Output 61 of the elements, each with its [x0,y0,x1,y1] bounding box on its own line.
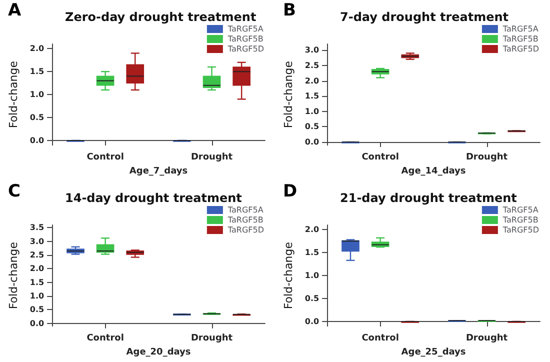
y-tick-label: 2.0 [30,264,45,274]
y-tick-label: 2.0 [304,225,320,234]
y-axis-title: Fold-change [7,60,20,128]
x-axis-title: Age_7_days [129,166,188,176]
y-tick-label: 1.5 [30,278,45,287]
x-tick-label: Control [362,334,399,344]
y-tick-label: 1.0 [30,90,45,100]
y-tick-label: 1.5 [30,67,45,76]
text: D [283,182,298,202]
y-axis-title: Fold-change [282,60,295,128]
y-tick-label: 1.0 [304,271,320,280]
x-tick-label: Control [86,152,124,163]
y-tick-label: 0.5 [304,122,320,132]
legend-label: TaRGF5A [226,24,264,34]
y-tick-label: 1.0 [304,106,320,116]
y-tick-label: 1.0 [30,292,45,301]
legend-label: TaRGF5B [226,216,264,224]
y-tick-label: 0.0 [304,138,320,147]
y-tick-label: 0.0 [304,317,320,326]
y-tick-label: 2.0 [304,76,320,86]
chart-title: 21-day drought treatment [340,191,518,205]
x-tick-label: Control [362,152,399,163]
y-tick-label: 2.5 [304,60,320,70]
x-tick-label: Drought [190,334,234,344]
x-tick-label: Control [86,334,124,344]
legend-label: TaRGF5D [226,226,264,234]
x-tick-label: Drought [466,152,508,163]
x-axis-title: Age_20_days [126,348,191,358]
x-axis-title: Age_25_days [401,348,466,358]
y-tick-label: 0.5 [30,305,45,314]
x-axis-title: Age_14_days [401,166,466,176]
x-tick-label: Drought [466,334,508,344]
y-axis-title: Fold-change [7,242,20,310]
legend-label: TaRGF5A [502,206,539,214]
legend-label: TaRGF5B [226,34,264,44]
y-tick-label: 0.0 [30,318,45,328]
y-tick-label: 1.5 [304,92,320,101]
chart-title: Zero-day drought treatment [65,10,256,24]
y-tick-label: 3.5 [30,223,45,232]
y-axis-title: Fold-change [282,242,295,310]
legend-label: TaRGF5D [502,44,540,54]
x-tick-label: Drought [190,152,234,163]
text: A [8,0,22,20]
chart-title: 14-day drought treatment [65,191,242,205]
legend-label: TaRGF5A [502,24,539,34]
legend-label: TaRGF5D [226,44,264,54]
text: C [8,182,20,202]
y-tick-label: 1.5 [304,248,320,258]
y-tick-label: 3.0 [30,236,45,246]
legend-label: TaRGF5D [502,226,540,234]
y-tick-label: 3.0 [304,46,320,55]
legend-label: TaRGF5B [502,216,538,224]
legend-label: TaRGF5A [226,206,264,214]
text: B [283,0,296,20]
legend-label: TaRGF5B [502,34,538,44]
y-tick-label: 0.0 [30,136,45,146]
y-tick-label: 0.5 [304,294,320,304]
y-tick-label: 0.5 [30,113,45,122]
y-tick-label: 2.0 [30,44,45,54]
chart-title: 7-day drought treatment [340,10,509,24]
y-tick-label: 2.5 [30,250,45,260]
